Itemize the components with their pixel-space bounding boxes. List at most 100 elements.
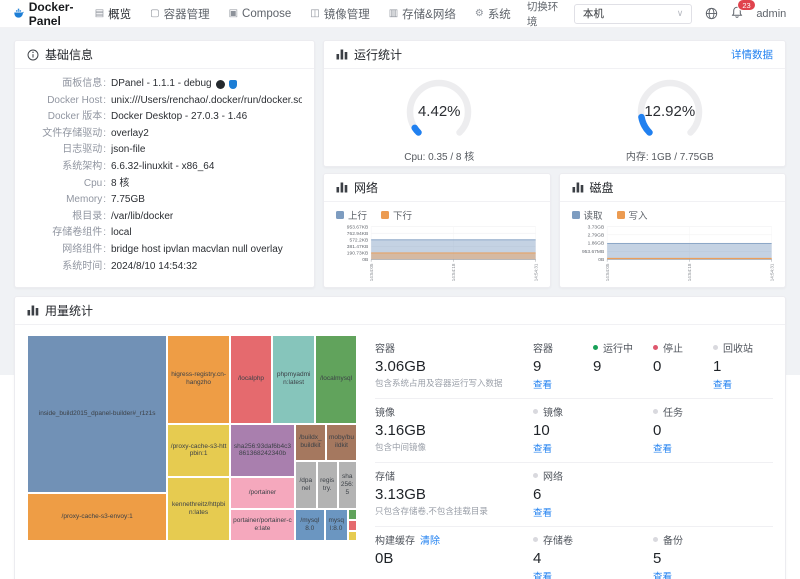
info-row-log-driver: 日志驱动 json-file: [27, 142, 302, 159]
view-volumes-link[interactable]: 查看: [533, 572, 553, 579]
cpu-caption: Cpu: 0.35 / 8 核: [404, 152, 475, 163]
svg-text:953.67MB: 953.67MB: [581, 249, 603, 255]
stat-containers-count: 容器 9 查看: [533, 344, 553, 391]
stat-storage-size: 存储 3.13GB 只包含存储卷,不包含挂载目录: [375, 472, 488, 516]
view-images-link[interactable]: 查看: [533, 444, 553, 455]
treemap-block[interactable]: [347, 520, 357, 531]
treemap-block[interactable]: /buildx_buildkit: [294, 423, 326, 461]
card-title: 运行统计: [354, 48, 403, 62]
treemap-block[interactable]: /mysql8.0: [294, 509, 325, 541]
network-header: 网络: [324, 174, 550, 202]
nav-item-images[interactable]: ◫ 镜像管理: [310, 8, 370, 21]
usage-stats-card: 用量统计 inside_build2015_dpanel-builder#_r1…: [14, 296, 786, 579]
env-select[interactable]: 本机 ∨: [573, 3, 693, 24]
stat-networks: 网络 6 查看: [533, 472, 563, 519]
svg-text:14:54:31: 14:54:31: [769, 263, 775, 281]
nav-item-compose[interactable]: ▣ Compose: [228, 7, 292, 20]
nav-item-storage-network[interactable]: ▥ 存储&网络: [388, 8, 456, 21]
legend-write[interactable]: 写入: [616, 208, 648, 222]
compose-icon: ▣: [228, 8, 239, 19]
legend-swatch: [616, 211, 625, 219]
card-title: 用量统计: [45, 304, 94, 318]
docker-icon[interactable]: [228, 79, 237, 89]
notification-badge: 23: [737, 0, 756, 11]
svg-text:572.2KB: 572.2KB: [349, 238, 368, 244]
treemap-block[interactable]: registry.: [316, 460, 338, 510]
brand-title: Docker-Panel: [28, 0, 74, 28]
gear-icon: ⚙: [474, 8, 484, 19]
treemap-block[interactable]: portainer/portainer-ce:late: [229, 509, 295, 541]
view-recycle-link[interactable]: 查看: [713, 380, 733, 391]
treemap-block[interactable]: higress-registry.cn-hangzho: [167, 335, 230, 424]
stat-build-cache: 构建缓存 清除 0B: [375, 532, 533, 579]
networks-dot: [533, 473, 538, 478]
nav-item-system[interactable]: ⚙ 系统: [474, 8, 511, 21]
running-dot: [593, 345, 598, 350]
svg-text:381.47KB: 381.47KB: [347, 244, 368, 250]
svg-text:2.79GB: 2.79GB: [587, 233, 604, 239]
treemap-block[interactable]: sha256:93daf6b4c3861368242340b: [229, 423, 295, 478]
treemap-block[interactable]: sha256:5: [337, 460, 357, 510]
treemap-block[interactable]: /dpanel: [294, 460, 317, 510]
treemap-block[interactable]: moby/buildkit: [325, 423, 357, 461]
treemap-block[interactable]: phpmyadmin:latest: [272, 335, 316, 424]
info-row-docker-version: Docker 版本 Docker Desktop - 27.0.3 - 1.46: [27, 109, 302, 126]
brand[interactable]: Docker-Panel: [14, 0, 79, 28]
recycle-dot: [713, 345, 718, 350]
info-circle-icon: [27, 49, 39, 60]
tasks-dot: [653, 409, 658, 414]
info-row-root-dir: 根目录 /var/lib/docker: [27, 209, 302, 226]
treemap-block[interactable]: /localmysql: [315, 335, 357, 424]
usage-row-images: 镜像 3.16GB 包含中间镜像 镜像 10 查看 任务 0 查看: [375, 399, 773, 463]
legend-read[interactable]: 读取: [571, 208, 603, 222]
clear-cache-link[interactable]: 清除: [420, 536, 440, 547]
legend-download[interactable]: 下行: [381, 208, 412, 222]
treemap-block[interactable]: /localphp: [229, 335, 273, 424]
usage-treemap: inside_build2015_dpanel-builder#_r1z1s/p…: [27, 335, 357, 541]
navbar: Docker-Panel ▤ 概览 ▢ 容器管理 ▣ Compose ◫ 镜像管…: [0, 0, 800, 28]
svg-text:14:54:18: 14:54:18: [687, 263, 693, 281]
memory-percent: 12.92%: [644, 103, 696, 120]
info-row-system-time: 系统时间 2024/8/10 14:54:32: [27, 259, 302, 276]
notifications-bell[interactable]: 23: [731, 0, 756, 22]
language-globe-icon[interactable]: [705, 7, 718, 20]
backups-dot: [653, 537, 658, 542]
treemap-block[interactable]: mysql:8.0: [324, 509, 348, 541]
legend-upload[interactable]: 上行: [336, 208, 367, 222]
info-row-arch: 系统架构 6.6.32-linuxkit - x86_64: [27, 159, 302, 176]
bar-chart-icon: [336, 49, 348, 60]
treemap-block[interactable]: [347, 530, 357, 541]
nav-item-overview[interactable]: ▤ 概览: [94, 8, 132, 21]
treemap-block[interactable]: kennethreitz/httpbin:lates: [167, 477, 230, 541]
svg-text:762.94KB: 762.94KB: [347, 231, 368, 237]
view-backups-link[interactable]: 查看: [653, 572, 673, 579]
treemap-block[interactable]: /portainer: [229, 477, 295, 510]
view-tasks-link[interactable]: 查看: [653, 444, 673, 455]
view-networks-link[interactable]: 查看: [533, 508, 553, 519]
svg-text:0B: 0B: [362, 257, 368, 263]
network-card: 网络 上行 下行 953.67KB 762.94KB 572.2KB 381.47KB…: [323, 173, 551, 288]
treemap-block[interactable]: inside_build2015_dpanel-builder#_r1z1s: [27, 335, 168, 493]
usage-grid: 容器 3.06GB 包含系统占用及容器运行写入数据 容器 9 查看 运行中 9: [375, 335, 773, 579]
svg-text:953.67KB: 953.67KB: [347, 224, 368, 230]
usage-header: 用量统计: [15, 297, 785, 325]
user-menu[interactable]: admin: [756, 7, 787, 20]
view-containers-link[interactable]: 查看: [533, 380, 553, 391]
detail-data-link[interactable]: 详情数据: [731, 49, 773, 61]
nav-item-containers[interactable]: ▢ 容器管理: [150, 8, 210, 21]
stat-recycle-bin: 回收站 1 查看: [713, 344, 753, 391]
stat-images-count: 镜像 10 查看: [533, 408, 563, 455]
storage-icon: ▥: [388, 8, 399, 19]
bar-chart-icon: [336, 182, 348, 193]
treemap-block[interactable]: [347, 509, 357, 521]
svg-text:14:54:05: 14:54:05: [604, 263, 610, 281]
disk-header: 磁盘: [559, 174, 785, 202]
container-icon: ▢: [150, 8, 160, 19]
github-icon[interactable]: [215, 79, 225, 89]
treemap-block[interactable]: /proxy-cache-s3-envoy:1: [27, 492, 168, 541]
treemap-block[interactable]: /proxy-cache-s3-httpbin:1: [167, 423, 230, 478]
usage-row-build-cache: 构建缓存 清除 0B 存储卷 4 查看 备份 5 查看: [375, 527, 773, 579]
usage-row-storage: 存储 3.13GB 只包含存储卷,不包含挂载目录 网络 6 查看: [375, 463, 773, 527]
chevron-down-icon: ∨: [676, 8, 684, 18]
